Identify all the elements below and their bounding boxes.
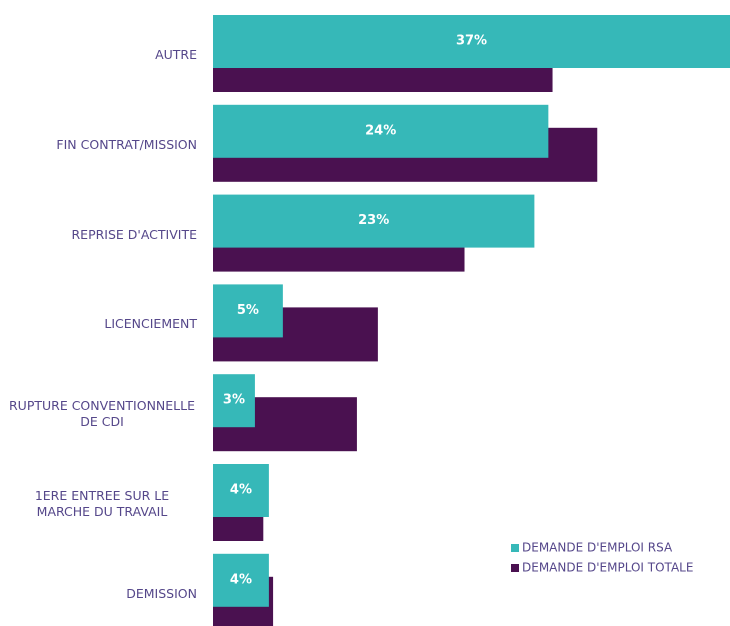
bar (213, 464, 269, 517)
category-label: DEMISSION (126, 585, 197, 601)
data-label: 4% (230, 572, 252, 587)
legend-label: DEMANDE D'EMPLOI RSA (522, 541, 673, 555)
data-label: 4% (230, 483, 252, 498)
legend-swatch (511, 544, 519, 552)
data-label: 3% (223, 393, 245, 408)
category-label: LICENCIEMENT (104, 316, 197, 332)
data-label: 5% (237, 303, 259, 318)
category-label: AUTRE (155, 47, 197, 62)
legend-swatch (511, 564, 519, 572)
data-label: 23% (358, 213, 389, 228)
legend-label: DEMANDE D'EMPLOI TOTALE (522, 561, 693, 575)
category-label: RUPTURE CONVENTIONNELLE DE CDI (8, 398, 196, 430)
bar (213, 374, 255, 428)
bar (213, 284, 283, 338)
bar (213, 15, 730, 68)
category-label: 1ERE ENTREE SUR LE MARCHE DU TRAVAIL (34, 488, 170, 519)
category-label: FIN CONTRAT/MISSION (56, 136, 197, 152)
data-label: 37% (456, 34, 487, 49)
category-label: REPRISE D'ACTIVITE (71, 226, 197, 242)
data-label: 24% (365, 123, 396, 138)
bar (213, 194, 535, 248)
bar (213, 104, 549, 158)
bar (213, 553, 269, 607)
